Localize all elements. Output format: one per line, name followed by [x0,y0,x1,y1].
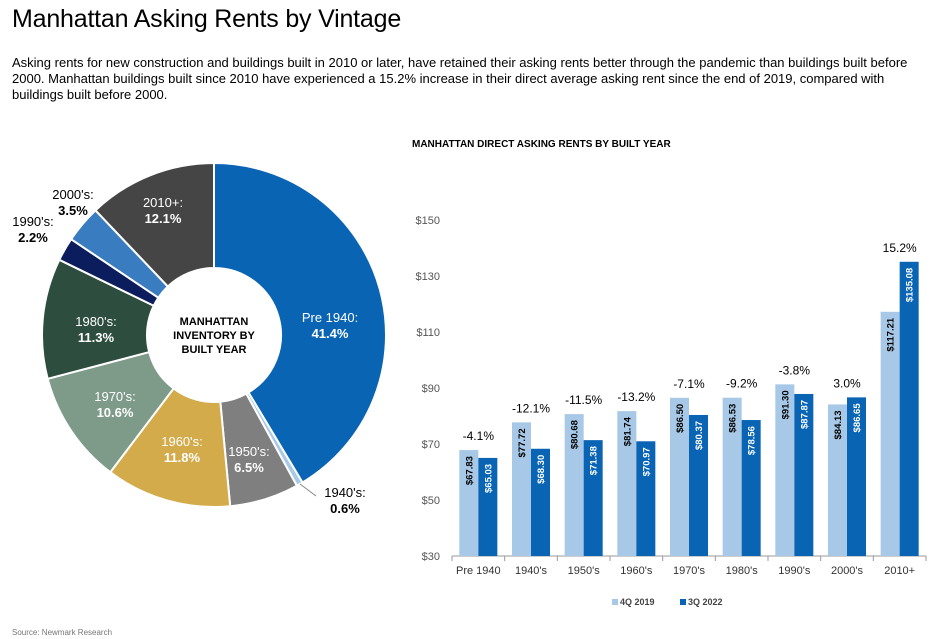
bar-value-label: $80.68 [570,420,581,449]
pie-label-1970-s: 1970's: 10.6% [94,389,136,420]
legend-label-3q-2022: 3Q 2022 [688,597,723,607]
legend-swatch-4q-2019 [612,599,618,605]
bar-3q-2022-1960-s [636,441,656,556]
change-label-1980-s: -9.2% [726,377,758,391]
x-tick-label: 1940's [515,565,548,577]
bar-4q-2019-1940-s [512,422,531,556]
bar-3q-2022-2010 [899,261,919,556]
x-tick-label: 1970's [673,565,706,577]
change-label-2000-s: 3.0% [833,376,861,390]
x-tick-label: 1990's [778,565,811,577]
bar-value-label: $80.37 [694,421,705,450]
change-label-1990-s: -3.8% [779,363,811,377]
bar-value-label: $84.13 [833,410,844,439]
bar-4q-2019-2000-s [828,404,847,556]
bar-3q-2022-2000-s [847,397,866,556]
bar-value-label: $86.65 [852,403,863,433]
bar-3q-2022-1990-s [794,393,814,556]
bar-value-label: $86.53 [728,404,739,433]
bar-value-label: $71.38 [589,446,600,475]
bar-4q-2019-2010 [880,311,900,556]
pie-label-2000-s: 2000's: 3.5% [52,187,94,218]
pie-center-label: MANHATTAN INVENTORY BY BUILT YEAR [173,316,255,356]
change-label-1940-s: -12.1% [512,401,550,415]
pie-label-1960-s: 1960's: 11.8% [161,434,203,465]
bar-value-label: $91.30 [780,390,791,419]
x-tick-label: Pre 1940 [456,565,501,577]
pie-leader-line [299,483,317,497]
y-tick-label: $150 [416,215,440,227]
change-label-1970-s: -7.1% [673,377,705,391]
bar-value-label: $78.56 [747,426,758,455]
bar-4q-2019-1990-s [775,384,795,556]
pie-label-2010: 2010+: 12.1% [143,195,183,226]
bar-value-label: $77.72 [517,428,528,457]
pie-slice-2010 [94,161,215,288]
bar-4q-2019-pre-1940 [459,450,479,556]
source-note: Source: Newmark Research [12,628,113,637]
x-tick-label: 2010+ [884,565,915,577]
y-tick-label: $130 [416,271,440,283]
pie-label-1980-s: 1980's: 11.3% [75,314,117,345]
bar-4q-2019-1950-s [564,414,584,556]
y-tick-label: $30 [422,551,440,563]
y-tick-label: $50 [422,495,440,507]
pie-label-1990-s: 1990's: 2.2% [12,214,54,245]
y-tick-label: $110 [416,327,440,339]
x-tick-label: 2000's [831,565,864,577]
bar-value-label: $68.30 [536,455,547,484]
y-tick-label: $70 [422,439,440,451]
bar-3q-2022-pre-1940 [478,457,498,556]
pie-label-1950-s: 1950's: 6.5% [228,444,270,475]
pie-label-pre-1940: Pre 1940: 41.4% [302,310,358,341]
legend-label-4q-2019: 4Q 2019 [620,597,655,607]
page-title: Manhattan Asking Rents by Vintage [12,5,402,33]
change-label-1960-s: -13.2% [617,390,655,404]
x-tick-label: 1980's [726,565,759,577]
legend-swatch-3q-2022 [680,599,686,605]
pie-label-1940-s: 1940's: 0.6% [324,485,366,516]
bar-value-label: $65.03 [483,464,494,493]
bar-4q-2019-1970-s [670,397,689,556]
bar-value-label: $117.21 [886,317,897,352]
bar-value-label: $70.97 [641,447,652,476]
change-label-2010: 15.2% [883,241,917,255]
pie-slice-pre-1940 [213,161,387,484]
bar-chart-title: MANHATTAN DIRECT ASKING RENTS BY BUILT Y… [412,139,671,150]
page-description: Asking rents for new construction and bu… [12,55,908,102]
bar-3q-2022-1970-s [689,414,708,556]
bar-4q-2019-1960-s [617,411,637,556]
bar-value-label: $87.87 [799,400,810,429]
bar-4q-2019-1980-s [722,397,742,556]
x-tick-label: 1960's [620,565,653,577]
pie-slice-1980-s [41,258,156,381]
bar-value-label: $81.74 [622,416,633,446]
bar-value-label: $86.50 [675,404,686,433]
y-tick-label: $90 [422,383,440,395]
bar-3q-2022-1950-s [583,440,603,556]
change-label-pre-1940: -4.1% [463,429,495,443]
bar-3q-2022-1940-s [531,448,550,556]
change-label-1950-s: -11.5% [565,393,602,407]
x-tick-label: 1950's [568,565,601,577]
bar-value-label: $135.08 [905,268,916,302]
bar-3q-2022-1980-s [741,420,761,556]
bar-value-label: $67.83 [464,456,475,485]
